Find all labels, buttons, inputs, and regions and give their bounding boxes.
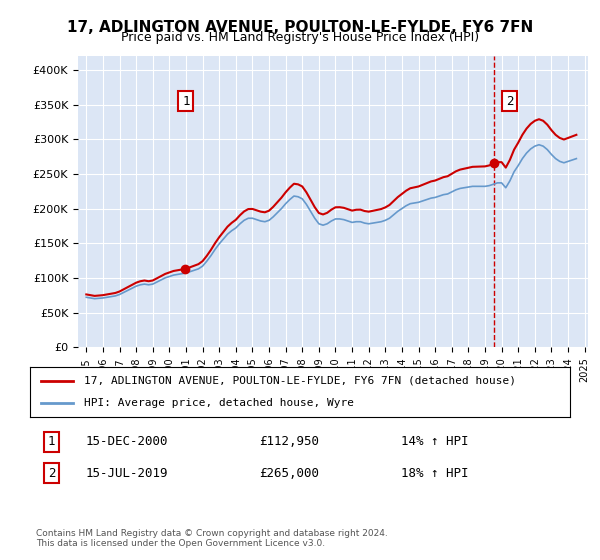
Text: 2: 2: [506, 95, 514, 108]
Text: HPI: Average price, detached house, Wyre: HPI: Average price, detached house, Wyre: [84, 398, 354, 408]
Text: Price paid vs. HM Land Registry's House Price Index (HPI): Price paid vs. HM Land Registry's House …: [121, 31, 479, 44]
Text: This data is licensed under the Open Government Licence v3.0.: This data is licensed under the Open Gov…: [36, 539, 325, 548]
Text: 2: 2: [48, 466, 55, 480]
Text: 15-JUL-2019: 15-JUL-2019: [86, 466, 169, 480]
Text: 1: 1: [182, 95, 190, 108]
Text: Contains HM Land Registry data © Crown copyright and database right 2024.: Contains HM Land Registry data © Crown c…: [36, 529, 388, 538]
Text: 15-DEC-2000: 15-DEC-2000: [86, 435, 169, 449]
Text: 1: 1: [48, 435, 55, 449]
Text: 18% ↑ HPI: 18% ↑ HPI: [401, 466, 469, 480]
Text: £265,000: £265,000: [259, 466, 319, 480]
Text: 17, ADLINGTON AVENUE, POULTON-LE-FYLDE, FY6 7FN: 17, ADLINGTON AVENUE, POULTON-LE-FYLDE, …: [67, 20, 533, 35]
Text: 14% ↑ HPI: 14% ↑ HPI: [401, 435, 469, 449]
Text: £112,950: £112,950: [259, 435, 319, 449]
Text: 17, ADLINGTON AVENUE, POULTON-LE-FYLDE, FY6 7FN (detached house): 17, ADLINGTON AVENUE, POULTON-LE-FYLDE, …: [84, 376, 516, 386]
